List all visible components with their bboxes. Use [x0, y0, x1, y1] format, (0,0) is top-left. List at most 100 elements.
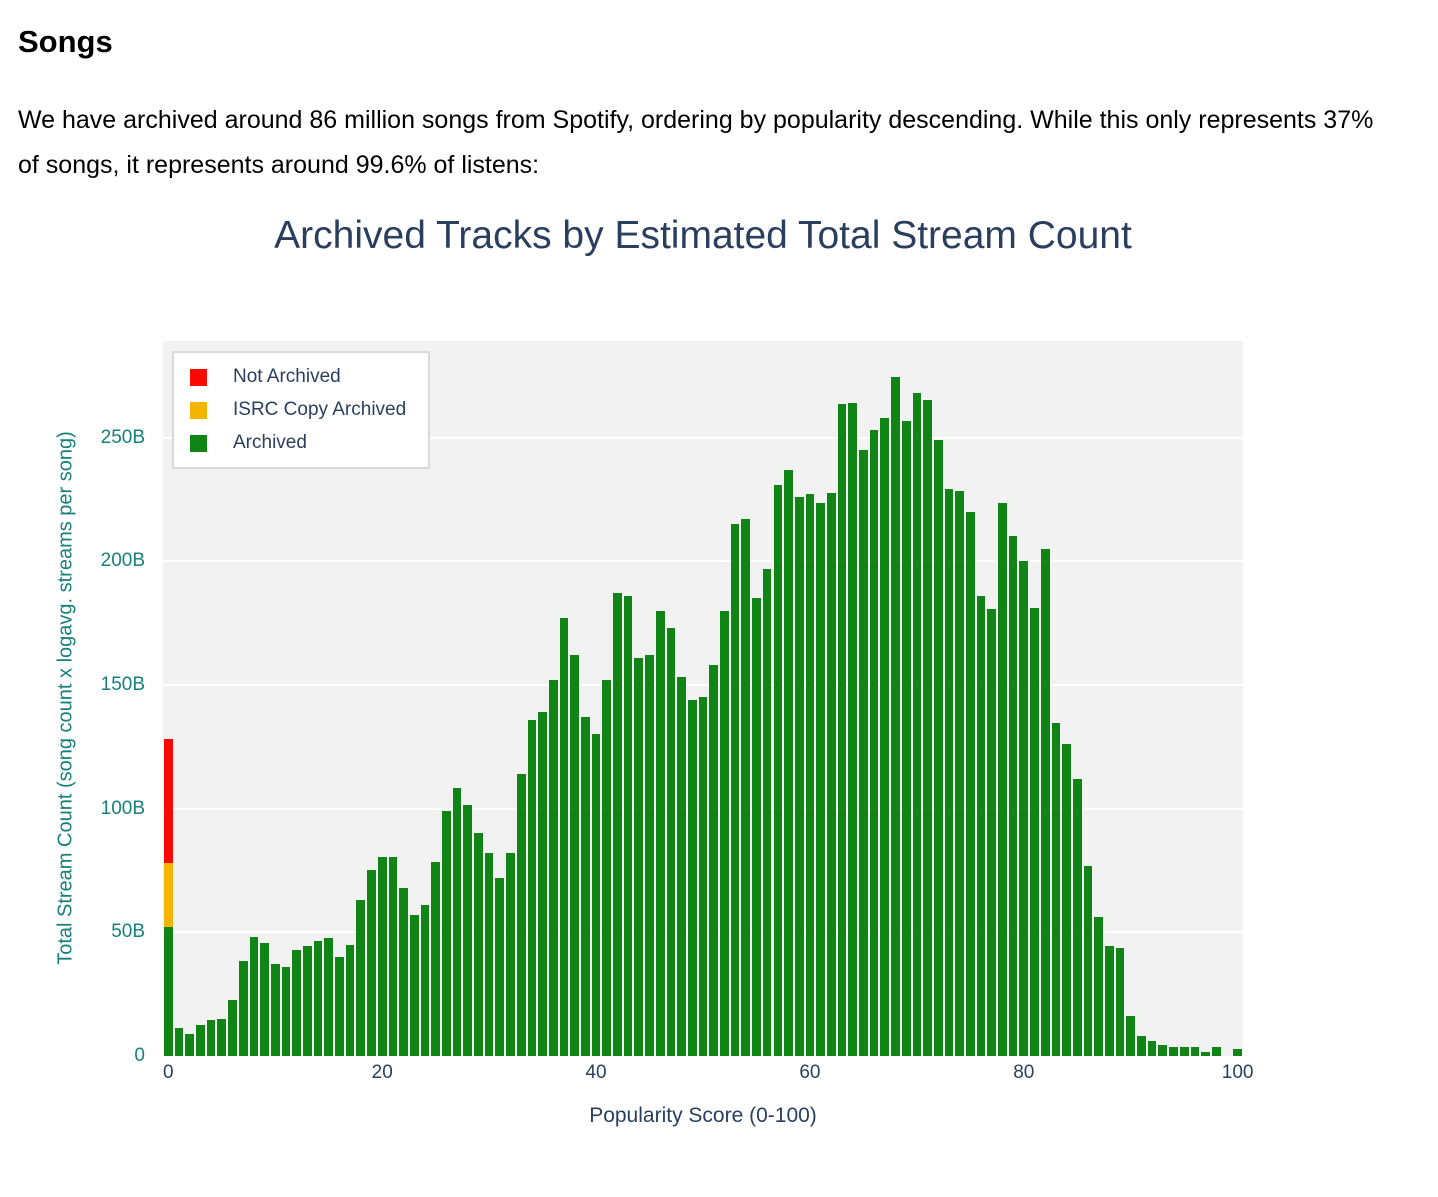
- bar-segment: [335, 957, 344, 1056]
- bar-segment: [303, 945, 312, 1056]
- legend-label: Not Archived: [233, 366, 341, 387]
- bar-segment: [720, 610, 729, 1056]
- bar-segment: [1040, 548, 1050, 1056]
- bar-segment: [1019, 561, 1029, 1056]
- bar-segment: [164, 927, 173, 1056]
- bar-segment: [912, 392, 922, 1056]
- bar-segment: [409, 914, 419, 1056]
- bar-segment: [474, 833, 483, 1056]
- legend-item[interactable]: Archived: [190, 432, 406, 454]
- y-tick-label: 150B: [100, 673, 145, 695]
- bar-segment: [388, 856, 398, 1056]
- bar-segment: [869, 430, 879, 1056]
- bar-segment: [602, 679, 612, 1056]
- bar-segment: [955, 490, 964, 1056]
- bar-segment: [228, 1000, 237, 1056]
- bar-segment: [559, 618, 569, 1056]
- bar-segment: [581, 717, 590, 1056]
- bar-segment: [998, 503, 1007, 1056]
- bar-segment: [730, 524, 740, 1056]
- bar-segment: [645, 655, 654, 1056]
- bar-segment: [1104, 945, 1114, 1056]
- bar-segment: [442, 811, 451, 1056]
- bar-segment: [816, 503, 825, 1056]
- bar-segment: [495, 877, 505, 1056]
- plot-area: Not Archived ISRC Copy Archived Archived: [163, 341, 1243, 1056]
- bar-segment: [1137, 1036, 1146, 1056]
- bar-segment: [1190, 1047, 1200, 1056]
- bar-segment: [677, 677, 686, 1056]
- bar-segment: [859, 449, 868, 1056]
- bar-segment: [249, 937, 259, 1056]
- bar-segment: [538, 712, 547, 1056]
- bar-segment: [666, 628, 676, 1056]
- bar-segment: [1147, 1041, 1157, 1056]
- legend-label: ISRC Copy Archived: [233, 399, 407, 420]
- bar-segment: [1126, 1016, 1136, 1056]
- x-tick-label: 20: [371, 1062, 393, 1083]
- bar-segment: [292, 949, 301, 1056]
- bar-segment: [891, 376, 900, 1056]
- x-axis-title: Popularity Score (0-100): [589, 1104, 817, 1127]
- bar-segment: [1233, 1049, 1242, 1056]
- bar-segment: [933, 439, 943, 1056]
- bar-segment: [324, 938, 334, 1056]
- bar-segment: [238, 960, 248, 1056]
- bar-segment: [377, 856, 387, 1056]
- bar-segment: [260, 943, 269, 1056]
- bar-segment: [848, 402, 858, 1056]
- legend-item[interactable]: Not Archived: [190, 366, 406, 388]
- bar-segment: [837, 404, 847, 1056]
- bar-segment: [356, 900, 366, 1056]
- bar-segment: [623, 595, 633, 1056]
- y-tick-label: 50B: [111, 921, 145, 943]
- intro-paragraph: We have archived around 86 million songs…: [18, 106, 1374, 179]
- bar-segment: [634, 657, 644, 1056]
- bar-segment: [1094, 917, 1103, 1056]
- x-tick-label: 100: [1221, 1062, 1254, 1083]
- legend-swatch-icon: [190, 368, 207, 386]
- bar-segment: [1062, 744, 1071, 1056]
- y-tick-label: 0: [134, 1045, 145, 1066]
- legend: Not Archived ISRC Copy Archived Archived: [172, 351, 431, 469]
- bar-segment: [762, 568, 772, 1056]
- bar-segment: [923, 400, 932, 1056]
- x-tick-label: 0: [163, 1062, 174, 1083]
- bar-segment: [570, 655, 580, 1056]
- chart-title: Archived Tracks by Estimated Total Strea…: [274, 214, 1132, 257]
- bar-segment: [1072, 778, 1082, 1056]
- bar-segment: [901, 421, 911, 1056]
- bar-segment: [313, 940, 323, 1056]
- bar-segment: [826, 493, 836, 1056]
- bar-segment: [420, 905, 430, 1056]
- x-tick-label: 40: [585, 1062, 607, 1083]
- bar-segment: [1179, 1047, 1189, 1056]
- bar-segment: [944, 489, 954, 1056]
- gridline: [163, 683, 1243, 686]
- x-tick-label: 60: [799, 1062, 821, 1083]
- bar-segment: [185, 1033, 195, 1056]
- bar-segment: [880, 417, 890, 1056]
- y-tick-label: 100B: [100, 797, 145, 819]
- bar-segment: [1083, 865, 1093, 1056]
- bar-segment: [196, 1025, 205, 1056]
- bar-segment: [164, 863, 173, 928]
- bar-segment: [484, 853, 494, 1056]
- gridline: [163, 436, 1243, 439]
- bar-segment: [548, 679, 558, 1056]
- bar-segment: [345, 944, 355, 1056]
- bar-segment: [506, 853, 515, 1056]
- legend-swatch-icon: [190, 401, 207, 419]
- y-axis-ticks: 0 50B 100B 150B 200B 250B: [0, 341, 153, 1067]
- bar-segment: [1169, 1046, 1178, 1056]
- bar-segment: [1008, 536, 1018, 1056]
- bar-segment: [752, 598, 761, 1056]
- legend-item[interactable]: ISRC Copy Archived: [190, 399, 406, 421]
- bar-segment: [206, 1020, 216, 1056]
- bar-segment: [1051, 723, 1061, 1056]
- legend-label: Archived: [233, 432, 307, 453]
- bar-segment: [591, 734, 601, 1056]
- bar-segment: [805, 494, 815, 1056]
- bar-segment: [281, 966, 291, 1056]
- bar-segment: [741, 519, 751, 1056]
